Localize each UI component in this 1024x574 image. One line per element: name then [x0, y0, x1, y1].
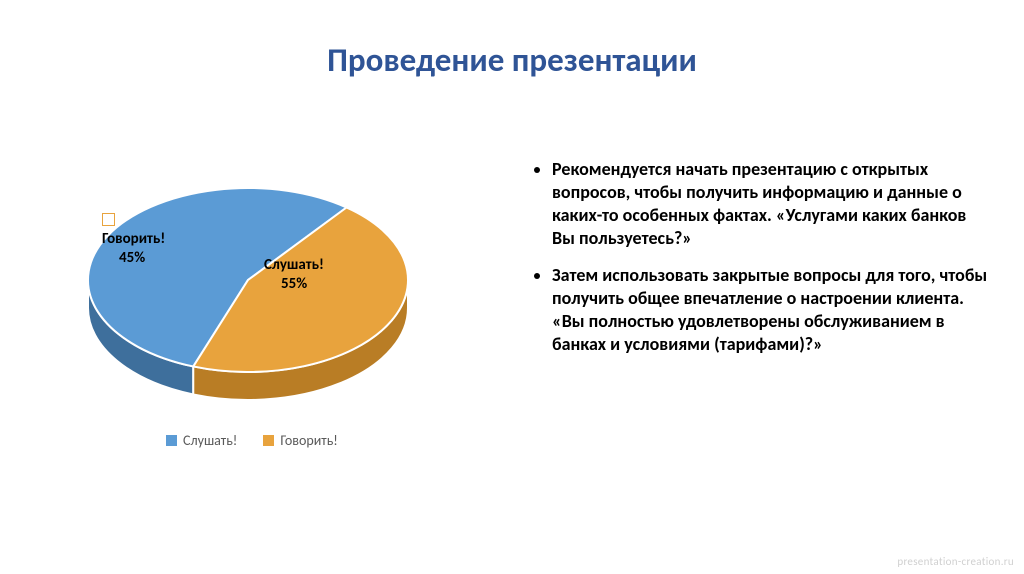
bullet-0: Рекомендуется начать презентацию с откры… — [552, 158, 990, 250]
bullet-1: Затем использовать закрытые вопросы для … — [552, 264, 990, 356]
legend-item-0: Слушать! — [166, 432, 237, 449]
watermark: presentation-creation.ru — [897, 555, 1014, 568]
slice-label-0: Слушать! 55% — [264, 236, 324, 295]
legend-swatch-1 — [263, 435, 274, 446]
slice-label-1: Говорить! 45% — [102, 210, 165, 269]
slice-box-0 — [264, 239, 277, 252]
legend-swatch-0 — [166, 435, 177, 446]
slice-pct-1: 45% — [119, 249, 145, 267]
legend-label-0: Слушать! — [183, 432, 237, 449]
slice-name-1: Говорить! — [102, 230, 165, 248]
legend-label-1: Говорить! — [280, 432, 337, 449]
slice-pct-0: 55% — [281, 275, 307, 293]
legend-item-1: Говорить! — [263, 432, 337, 449]
bullet-list: Рекомендуется начать презентацию с откры… — [530, 158, 990, 370]
slice-box-1 — [102, 213, 115, 226]
slice-name-0: Слушать! — [264, 256, 324, 274]
chart-legend: Слушать! Говорить! — [166, 432, 338, 449]
